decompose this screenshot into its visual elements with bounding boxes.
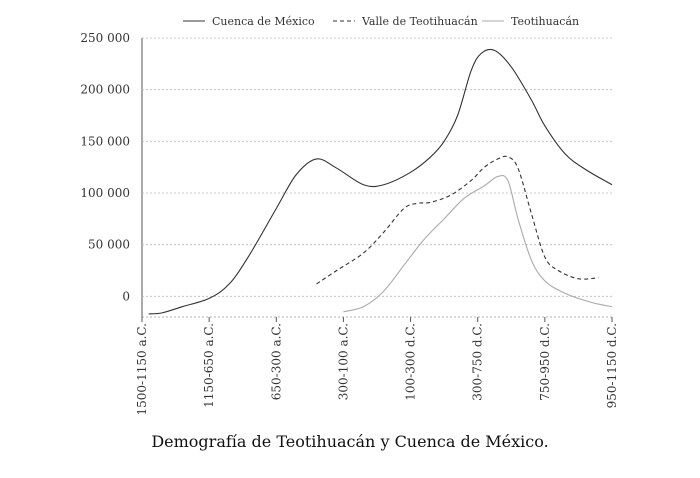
legend: Cuenca de México Valle de Teotihuacán Teot… xyxy=(183,15,579,28)
series-line-cuenca-de-m-xico xyxy=(148,48,613,315)
x-tick-label: 100-300 d.C. xyxy=(404,323,418,401)
y-axis-ticks: 0 50 000 100 000 150 000 200 000 250 000 xyxy=(80,31,130,303)
series-line-valle-de-teotihuac-n xyxy=(316,155,599,285)
y-tick-label: 200 000 xyxy=(80,83,130,97)
chart-caption: Demografía de Teotihuacán y Cuenca de Mé… xyxy=(151,432,549,451)
y-tick-label: 150 000 xyxy=(80,134,130,148)
series-lines xyxy=(148,48,613,315)
series-line-teotihuac-n xyxy=(343,174,613,313)
x-tick-label: 300-750 d.C. xyxy=(471,323,485,401)
x-tick-label: 650-300 a.C. xyxy=(269,323,283,400)
y-tick-label: 0 xyxy=(122,289,130,303)
y-tick-label: 250 000 xyxy=(80,31,130,45)
x-tick-label: 1150-650 a.C. xyxy=(202,323,216,408)
gridlines xyxy=(141,37,612,318)
x-axis-ticks: 1500-1150 a.C. 1150-650 a.C. 650-300 a.C. 3… xyxy=(135,317,619,415)
legend-label: Teotihuacán xyxy=(511,15,579,28)
x-tick-label: 300-100 a.C. xyxy=(336,323,350,400)
y-tick-label: 50 000 xyxy=(88,238,130,252)
legend-label: Cuenca de México xyxy=(212,15,315,28)
y-tick-label: 100 000 xyxy=(80,186,130,200)
x-tick-label: 750-950 d.C. xyxy=(538,323,552,401)
x-tick-label: 1500-1150 a.C. xyxy=(135,323,149,415)
legend-label: Valle de Teotihuacán xyxy=(361,15,478,28)
x-tick-label: 950-1150 d.C. xyxy=(605,323,619,408)
